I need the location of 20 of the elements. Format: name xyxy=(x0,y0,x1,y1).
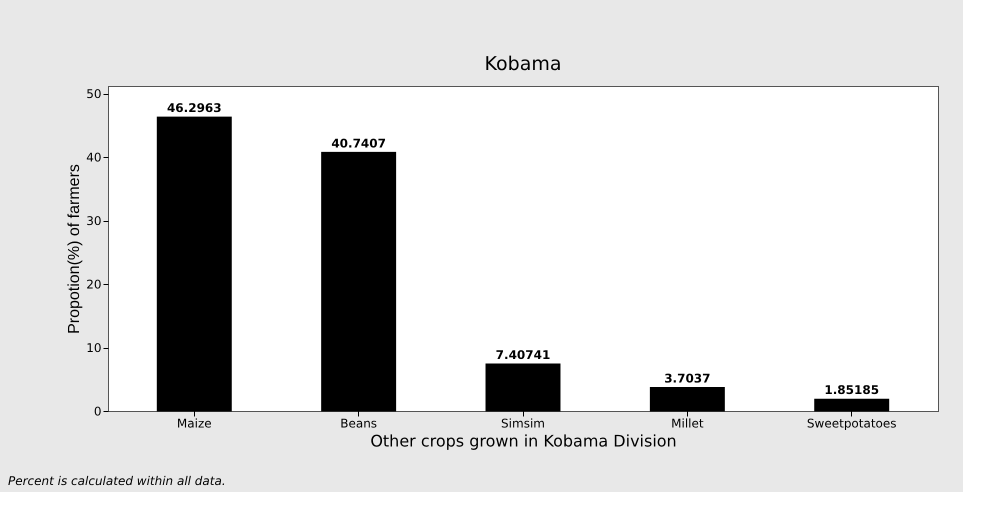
data-label: 1.85185 xyxy=(824,383,880,398)
x-tick-label: Maize xyxy=(176,416,212,430)
x-tick-label: Beans xyxy=(340,416,378,430)
y-axis-title: Propotion(%) of farmers xyxy=(66,164,84,334)
x-tick-label: Sweetpotatoes xyxy=(806,416,897,430)
data-label: 46.2963 xyxy=(166,101,222,116)
x-tick-label: Simsim xyxy=(501,416,545,430)
y-tick-label: 30 xyxy=(86,214,102,228)
y-tick-label: 40 xyxy=(86,150,102,165)
chart-title: Kobama xyxy=(484,53,562,75)
y-tick-label: 50 xyxy=(86,87,102,102)
data-label: 3.7037 xyxy=(664,371,711,386)
x-axis-title: Other crops grown in Kobama Division xyxy=(370,432,677,450)
y-tick-label: 10 xyxy=(86,341,102,356)
data-label: 40.7407 xyxy=(331,136,386,150)
x-tick-label: Millet xyxy=(671,416,704,430)
y-tick-label: 20 xyxy=(86,278,102,292)
data-label: 7.40741 xyxy=(496,348,550,362)
text: Percent is calculated within all data. xyxy=(8,474,226,488)
y-tick-label: 0 xyxy=(94,404,102,418)
